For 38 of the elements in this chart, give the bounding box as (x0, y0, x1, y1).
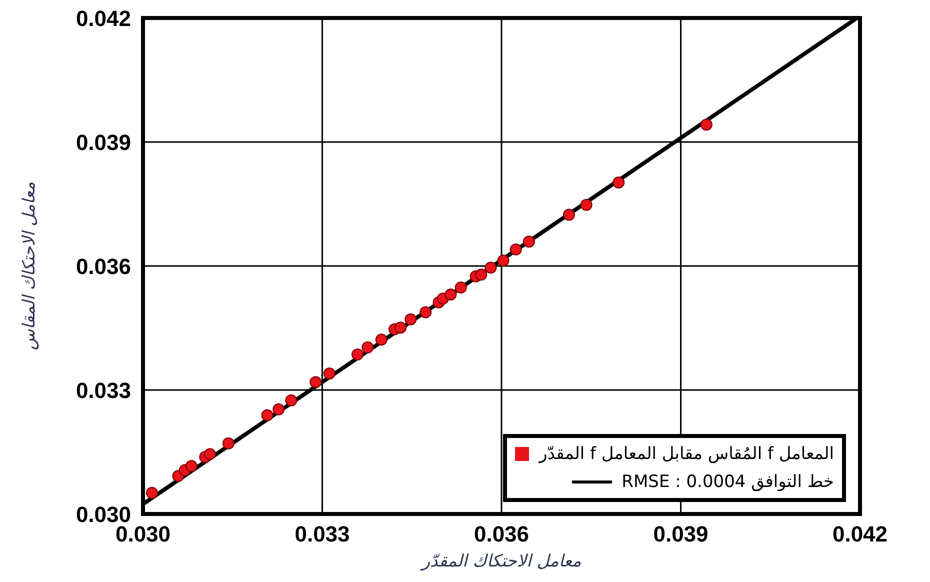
point (475, 268, 488, 281)
point (310, 376, 322, 388)
point (204, 448, 216, 460)
point (563, 208, 576, 221)
point (375, 334, 388, 346)
point (146, 486, 158, 499)
y-tick-label: 0.036 (76, 254, 131, 279)
y-axis-title: معامل الاحتكاك المقاس (20, 182, 40, 350)
point (420, 306, 432, 318)
y-tick-label: 0.039 (76, 130, 131, 155)
x-tick-label: 0.033 (294, 522, 350, 547)
point (261, 409, 274, 422)
point (497, 254, 510, 267)
point (580, 198, 592, 211)
y-tick-label: 0.042 (76, 6, 131, 31)
point (484, 262, 497, 274)
x-tick-label: 0.036 (474, 522, 530, 547)
point (612, 176, 625, 189)
point (404, 313, 417, 326)
point (522, 236, 535, 248)
x-tick-label: 0.039 (653, 522, 708, 547)
point (185, 460, 198, 472)
x-axis-title: معامل الاحتكاك المقدّر (420, 552, 582, 572)
legend-label: المعامل f المُقاس مقابل المعامل f المقدّر (539, 443, 834, 466)
point (510, 243, 522, 256)
point (444, 288, 457, 301)
point (323, 367, 336, 380)
y-tick-label: 0.033 (76, 378, 131, 403)
x-tick-label: 0.042 (832, 522, 888, 547)
point (272, 403, 285, 416)
point (394, 322, 407, 334)
point (222, 437, 234, 450)
legend-label: خط التوافق RMSE : 0.0004 (622, 471, 834, 494)
point (454, 281, 467, 294)
point (700, 118, 712, 131)
point (362, 341, 374, 354)
point (285, 394, 298, 406)
point (352, 348, 364, 360)
